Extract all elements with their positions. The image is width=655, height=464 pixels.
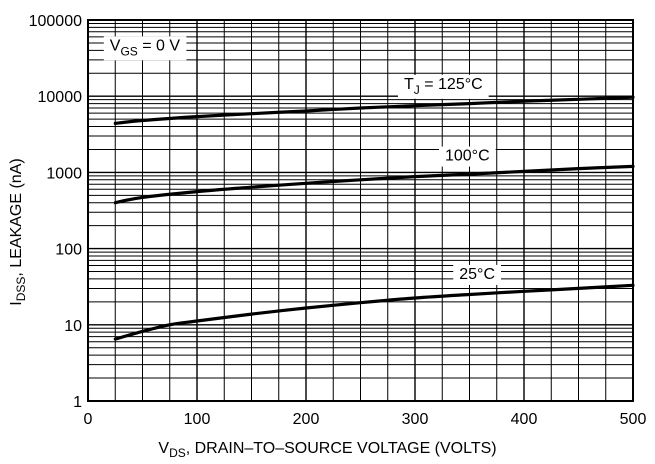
x-axis-label: VDS, DRAIN–TO–SOURCE VOLTAGE (VOLTS) [0,440,655,460]
x-axis-label-text: , DRAIN–TO–SOURCE VOLTAGE (VOLTS) [185,440,497,457]
series-label-2: 25°C [459,266,495,283]
y-axis-label-text: , LEAKAGE (nA) [8,158,25,277]
series-line-0 [113,95,635,125]
y-tick-label: 100000 [29,13,82,30]
chart-labels: TJ = 125°C 100°C 25°C VGS = 0 V [103,36,502,285]
y-axis-label-subscript: DSS [14,276,28,302]
x-tick-label: 400 [511,411,538,428]
y-tick-label: 100 [55,242,82,259]
x-tick-label: 500 [620,411,647,428]
y-tick-label: 1 [73,394,82,411]
series-label-1: 100°C [445,148,490,165]
x-tick-label: 200 [293,411,320,428]
y-tick-label: 10000 [38,89,83,106]
y-tick-label: 1000 [46,165,82,182]
plot-frame [87,19,634,402]
vgs-annotation-bg [103,36,187,61]
series-label-0-bg [398,74,489,99]
series-label-2-bg [453,264,502,285]
x-tick-label: 0 [84,411,93,428]
chart-ticks: 0 100 200 300 400 500 1 10 100 1000 10000 100000 [29,13,647,428]
series-label-1-bg [438,146,496,167]
series-line-1 [113,164,635,205]
chart-series [113,95,635,341]
chart-grid [87,19,634,402]
x-axis-label-subscript: DS [169,446,186,460]
series-line-2 [113,283,635,341]
x-tick-label: 300 [402,411,429,428]
x-tick-label: 100 [184,411,211,428]
series-label-0: TJ = 125°C [404,76,483,97]
y-axis-label-symbol: I [8,301,25,306]
vgs-annotation: VGS = 0 V [110,37,181,58]
y-tick-label: 10 [64,318,82,335]
x-axis-label-symbol: V [158,440,170,457]
